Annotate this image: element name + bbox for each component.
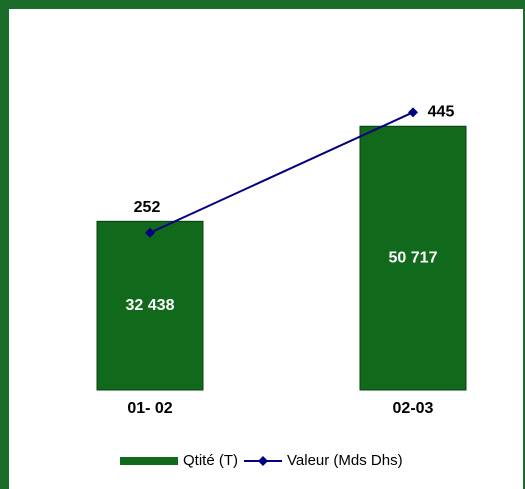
line-marker <box>408 107 418 118</box>
bar-value-label: 32 438 <box>126 297 175 314</box>
line-value-label: 445 <box>428 104 455 121</box>
top-border <box>0 0 525 9</box>
bar <box>359 125 467 391</box>
legend-marker <box>258 456 268 466</box>
line-marker <box>145 227 155 238</box>
right-border <box>523 0 525 489</box>
bar-value-label: 50 717 <box>389 249 438 266</box>
bar <box>96 220 204 391</box>
line-value-label: 252 <box>134 199 161 216</box>
legend-swatch <box>120 457 178 465</box>
x-tick-label: 01- 02 <box>127 400 172 417</box>
left-border <box>0 0 9 489</box>
legend-label: Valeur (Mds Dhs) <box>287 452 403 469</box>
legend-label: Qtité (T) <box>183 452 238 469</box>
line <box>149 111 414 234</box>
x-tick-label: 02-03 <box>393 400 434 417</box>
